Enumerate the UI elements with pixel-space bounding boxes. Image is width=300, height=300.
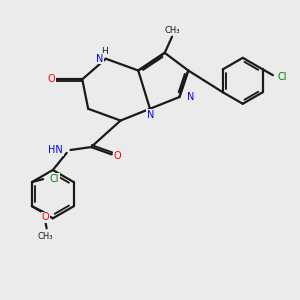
Text: CH₃: CH₃ [38, 232, 53, 241]
Text: H: H [101, 47, 108, 56]
Text: N: N [187, 92, 194, 102]
Text: CH₃: CH₃ [164, 26, 180, 35]
Text: O: O [114, 151, 122, 161]
Text: O: O [41, 212, 49, 222]
Text: HN: HN [48, 145, 63, 155]
Text: Cl: Cl [50, 174, 59, 184]
Text: N: N [147, 110, 154, 120]
Text: O: O [47, 74, 55, 84]
Text: Cl: Cl [278, 72, 287, 82]
Text: N: N [95, 54, 103, 64]
